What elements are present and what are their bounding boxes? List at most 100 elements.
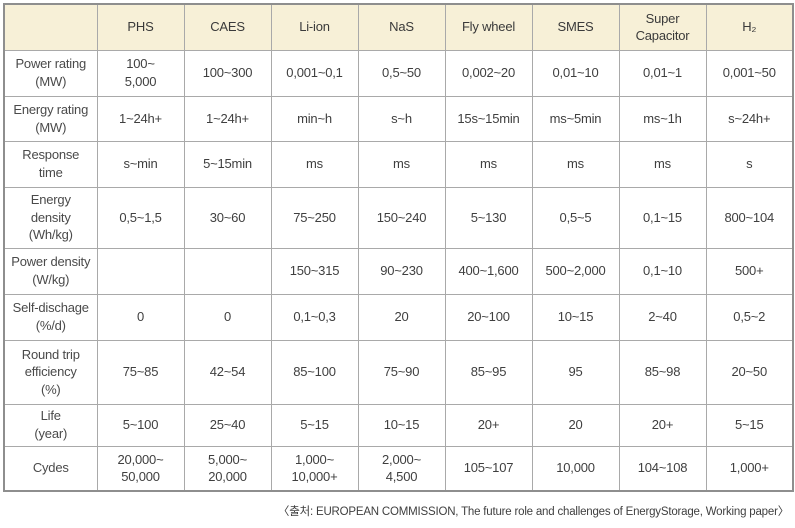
table-row-energy-rating: Energy rating (MW) 1~24h+ 1~24h+ min~h s… bbox=[3, 95, 794, 142]
table-cell: ms bbox=[270, 140, 359, 188]
table-cell: 0,001~0,1 bbox=[270, 49, 359, 97]
table-cell: 5~15 bbox=[705, 403, 794, 447]
table-cell: 105~107 bbox=[444, 445, 533, 492]
table-cell: s bbox=[705, 140, 794, 188]
table-cell: 500~2,000 bbox=[531, 247, 620, 295]
table-cell: 75~85 bbox=[96, 339, 185, 405]
table-cell: 0,001~50 bbox=[705, 49, 794, 97]
table-cell: 20+ bbox=[618, 403, 707, 447]
table-cell: 85~95 bbox=[444, 339, 533, 405]
table-cell: 1,000~ 10,000+ bbox=[270, 445, 359, 492]
table-cell: 104~108 bbox=[618, 445, 707, 492]
table-cell: 100~300 bbox=[183, 49, 272, 97]
table-cell: 500+ bbox=[705, 247, 794, 295]
table-cell: 20~50 bbox=[705, 339, 794, 405]
row-label: Life (year) bbox=[3, 403, 98, 447]
table-cell: 85~98 bbox=[618, 339, 707, 405]
table-cell bbox=[183, 247, 272, 295]
table-cell: 0 bbox=[96, 293, 185, 341]
row-label: Energy density (Wh/kg) bbox=[3, 186, 98, 249]
header-cell-phs: PHS bbox=[96, 3, 185, 51]
table-cell: 0,5~5 bbox=[531, 186, 620, 249]
table-cell: 20 bbox=[531, 403, 620, 447]
header-cell-nas: NaS bbox=[357, 3, 446, 51]
table-cell: 42~54 bbox=[183, 339, 272, 405]
corner-cell bbox=[3, 3, 98, 51]
table-cell: 0,1~10 bbox=[618, 247, 707, 295]
table-cell: ms bbox=[618, 140, 707, 188]
table-cell: 10,000 bbox=[531, 445, 620, 492]
table-cell: ms~1h bbox=[618, 95, 707, 142]
table-cell: 150~240 bbox=[357, 186, 446, 249]
table-cell: 0,002~20 bbox=[444, 49, 533, 97]
table-cell: 100~ 5,000 bbox=[96, 49, 185, 97]
table-cell: 1,000+ bbox=[705, 445, 794, 492]
table-cell: 0,1~15 bbox=[618, 186, 707, 249]
table-cell: 20 bbox=[357, 293, 446, 341]
table-row-cycles: Cydes 20,000~ 50,000 5,000~ 20,000 1,000… bbox=[3, 445, 794, 492]
table-cell: 150~315 bbox=[270, 247, 359, 295]
table-cell: 95 bbox=[531, 339, 620, 405]
table-cell: 15s~15min bbox=[444, 95, 533, 142]
table-row-energy-density: Energy density (Wh/kg) 0,5~1,5 30~60 75~… bbox=[3, 186, 794, 249]
table-cell: s~min bbox=[96, 140, 185, 188]
table-cell: 20+ bbox=[444, 403, 533, 447]
table-cell: ms bbox=[444, 140, 533, 188]
table-row-self-discharge: Self-dischage (%/d) 0 0 0,1~0,3 20 20~10… bbox=[3, 293, 794, 341]
table-cell: 20,000~ 50,000 bbox=[96, 445, 185, 492]
row-label: Round trip efficiency (%) bbox=[3, 339, 98, 405]
table-cell: 1~24h+ bbox=[183, 95, 272, 142]
table-cell: ms bbox=[357, 140, 446, 188]
energy-storage-table: PHS CAES Li-ion NaS Fly wheel SMES Super… bbox=[3, 3, 794, 492]
table-cell: 0 bbox=[183, 293, 272, 341]
table-cell bbox=[96, 247, 185, 295]
row-label: Self-dischage (%/d) bbox=[3, 293, 98, 341]
table-cell: 10~15 bbox=[531, 293, 620, 341]
header-cell-liion: Li-ion bbox=[270, 3, 359, 51]
header-cell-flywheel: Fly wheel bbox=[444, 3, 533, 51]
header-cell-supercapacitor: Super Capacitor bbox=[618, 3, 707, 51]
table-row-power-density: Power density (W/kg) 150~315 90~230 400~… bbox=[3, 247, 794, 295]
table-cell: 2~40 bbox=[618, 293, 707, 341]
row-label: Energy rating (MW) bbox=[3, 95, 98, 142]
header-cell-caes: CAES bbox=[183, 3, 272, 51]
table-cell: 10~15 bbox=[357, 403, 446, 447]
header-cell-smes: SMES bbox=[531, 3, 620, 51]
header-row: PHS CAES Li-ion NaS Fly wheel SMES Super… bbox=[3, 3, 794, 51]
table-cell: 90~230 bbox=[357, 247, 446, 295]
table-cell: 5~130 bbox=[444, 186, 533, 249]
table-row-life: Life (year) 5~100 25~40 5~15 10~15 20+ 2… bbox=[3, 403, 794, 447]
table-cell: 5~15 bbox=[270, 403, 359, 447]
table-cell: s~h bbox=[357, 95, 446, 142]
table-cell: 2,000~ 4,500 bbox=[357, 445, 446, 492]
table-cell: 5,000~ 20,000 bbox=[183, 445, 272, 492]
table-cell: 400~1,600 bbox=[444, 247, 533, 295]
table-cell: 20~100 bbox=[444, 293, 533, 341]
table-cell: 0,1~0,3 bbox=[270, 293, 359, 341]
table-cell: 0,01~1 bbox=[618, 49, 707, 97]
header-cell-h2: H₂ bbox=[705, 3, 794, 51]
table-cell: min~h bbox=[270, 95, 359, 142]
table-cell: 5~100 bbox=[96, 403, 185, 447]
table-cell: 30~60 bbox=[183, 186, 272, 249]
table-cell: 1~24h+ bbox=[96, 95, 185, 142]
row-label: Power density (W/kg) bbox=[3, 247, 98, 295]
table-cell: 800~104 bbox=[705, 186, 794, 249]
table-cell: 75~250 bbox=[270, 186, 359, 249]
table-cell: 25~40 bbox=[183, 403, 272, 447]
source-caption: 〈출처: EUROPEAN COMMISSION, The future rol… bbox=[277, 506, 789, 518]
table-cell: ms bbox=[531, 140, 620, 188]
row-label: Power rating (MW) bbox=[3, 49, 98, 97]
table-cell: 5~15min bbox=[183, 140, 272, 188]
table-cell: 0,5~2 bbox=[705, 293, 794, 341]
table-row-power-rating: Power rating (MW) 100~ 5,000 100~300 0,0… bbox=[3, 49, 794, 97]
table-row-response-time: Response time s~min 5~15min ms ms ms ms … bbox=[3, 140, 794, 188]
row-label: Response time bbox=[3, 140, 98, 188]
table-cell: 0,5~1,5 bbox=[96, 186, 185, 249]
table-cell: 85~100 bbox=[270, 339, 359, 405]
row-label: Cydes bbox=[3, 445, 98, 492]
table-cell: 75~90 bbox=[357, 339, 446, 405]
table-row-round-trip-efficiency: Round trip efficiency (%) 75~85 42~54 85… bbox=[3, 339, 794, 405]
table-cell: 0,01~10 bbox=[531, 49, 620, 97]
